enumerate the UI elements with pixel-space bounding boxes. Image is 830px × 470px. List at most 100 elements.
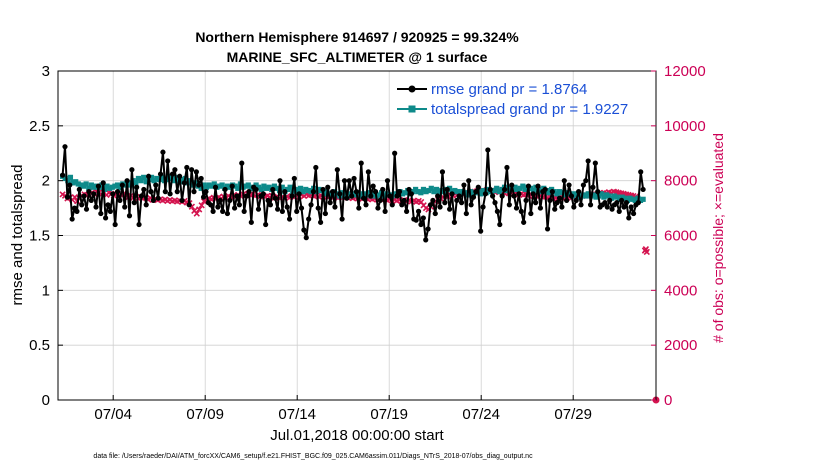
series-spread-point: [413, 186, 419, 193]
series-rmse-point: [384, 178, 391, 184]
series-spread-point: [263, 185, 270, 191]
series-rmse-point: [248, 219, 254, 225]
series-rmse-point: [504, 164, 510, 171]
series-rmse-point: [141, 186, 147, 193]
series-rmse-point: [537, 205, 543, 211]
series-rmse-point: [246, 189, 252, 195]
y-tick-label-1: 0.5: [29, 337, 50, 354]
series-rmse-point: [167, 191, 173, 197]
series-rmse-point: [91, 191, 97, 197]
series-rmse-point: [580, 182, 586, 188]
series-rmse-point: [458, 200, 465, 206]
series-rmse-point: [478, 228, 484, 234]
series-rmse-point: [401, 197, 407, 204]
series-spread-point: [496, 189, 502, 195]
series-spread-point: [274, 185, 280, 191]
series-spread-point: [428, 185, 434, 191]
series-spread-point: [198, 185, 204, 191]
series-spread-point: [78, 182, 84, 188]
series-rmse-point: [162, 189, 168, 195]
series-rmse-point: [284, 204, 290, 210]
series-spread-point: [86, 185, 92, 191]
series-rmse-point: [437, 204, 443, 210]
series-rmse-point: [138, 193, 145, 199]
series-rmse-point: [255, 206, 262, 212]
series-rmse-point: [475, 184, 481, 190]
series-rmse-point: [552, 206, 558, 212]
series-rmse-point: [308, 202, 314, 208]
series-rmse-point: [492, 200, 498, 206]
series-spread-point: [352, 192, 359, 198]
series-spread-point: [517, 185, 523, 191]
series-rmse-point: [509, 182, 515, 188]
series-spread-point: [287, 184, 293, 190]
series-rmse-point: [270, 186, 276, 193]
series-rmse-point: [482, 191, 489, 197]
series-spread-point: [206, 182, 212, 188]
series-rmse-point: [110, 191, 116, 197]
series-rmse-point: [578, 202, 584, 208]
series-spread-point: [339, 190, 346, 196]
series-rmse-point: [616, 208, 622, 214]
series-rmse-point: [619, 197, 625, 204]
series-rmse-point: [234, 193, 240, 199]
series-rmse-point: [559, 204, 565, 210]
series-rmse-point: [148, 189, 154, 195]
series-rmse-point: [296, 191, 302, 197]
series-rmse-point: [587, 202, 594, 208]
series-rmse-point: [286, 216, 293, 222]
series-spread-point: [143, 179, 149, 185]
series-spread-point: [499, 186, 505, 193]
series-spread-point: [358, 193, 364, 199]
series-rmse-point: [320, 186, 326, 193]
series-rmse-point: [146, 173, 152, 179]
series-spread-point: [62, 175, 68, 182]
series-rmse-point: [604, 204, 610, 210]
series-rmse-point: [370, 183, 376, 189]
series-rmse-point: [628, 204, 634, 210]
series-spread-point: [365, 190, 372, 196]
series-rmse-point: [389, 202, 395, 208]
series-rmse-point: [337, 191, 343, 197]
series-spread-point: [512, 184, 518, 190]
series-spread-point: [141, 174, 147, 180]
series-spread-point: [91, 184, 97, 190]
series-rmse-point: [239, 160, 245, 166]
series-spread-point: [300, 189, 306, 195]
series-spread-point: [253, 182, 259, 188]
series-spread-point: [243, 183, 249, 189]
series-rmse-point: [549, 189, 555, 195]
series-spread-point: [107, 185, 113, 191]
series-spread-point: [572, 191, 578, 197]
series-spread-point: [284, 186, 291, 193]
series-rmse-point: [174, 189, 180, 195]
series-rmse-point: [253, 186, 259, 193]
series-rmse-point: [590, 184, 596, 190]
series-rmse-point: [265, 197, 271, 204]
series-spread-point: [65, 178, 71, 184]
series-spread-point: [567, 191, 573, 197]
series-rmse-point: [88, 197, 94, 204]
series-spread-point: [180, 176, 186, 183]
series-spread-point: [67, 174, 74, 180]
series-spread-point: [454, 189, 461, 195]
series-rmse-point: [74, 208, 80, 214]
series-spread-point: [245, 182, 251, 188]
series-spread-point: [172, 178, 178, 184]
series-spread-point: [80, 183, 87, 189]
y-tick-label-5: 2.5: [29, 118, 50, 135]
series-rmse-point: [544, 226, 551, 232]
series-rmse-point: [394, 193, 400, 199]
series-spread-point: [491, 187, 497, 194]
series-spread-point: [522, 186, 529, 193]
series-rmse-point: [494, 208, 500, 214]
series-rmse-point: [387, 193, 393, 199]
chart-subtitle: MARINE_SFC_ALTIMETER @ 1 surface: [227, 49, 488, 65]
series-rmse-point: [377, 197, 383, 204]
legend-spread-marker: [408, 105, 416, 113]
series-rmse-point: [451, 219, 457, 225]
series-spread-point: [203, 184, 210, 190]
y-tick-label-0: 0: [42, 392, 50, 409]
chart-title: Northern Hemisphere 914697 / 920925 = 99…: [195, 29, 519, 45]
series-spread-point: [371, 191, 377, 197]
